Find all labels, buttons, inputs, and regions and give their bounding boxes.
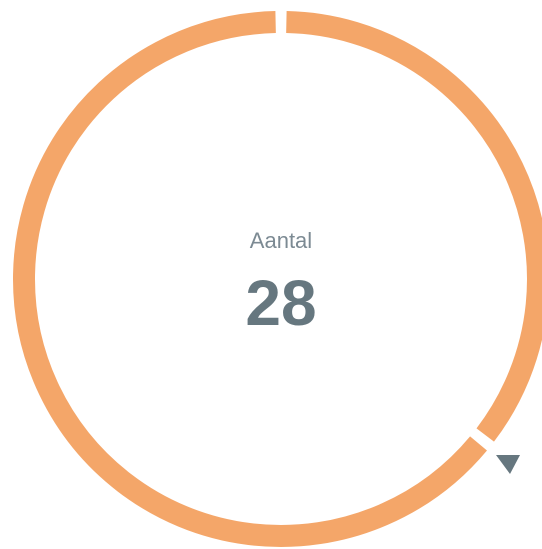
donut	[13, 11, 542, 547]
indicator	[496, 455, 520, 474]
center-total: 28	[245, 267, 316, 339]
donut-segment	[13, 11, 487, 547]
donut-segment	[286, 11, 542, 442]
center-label: Aantal	[250, 228, 312, 253]
